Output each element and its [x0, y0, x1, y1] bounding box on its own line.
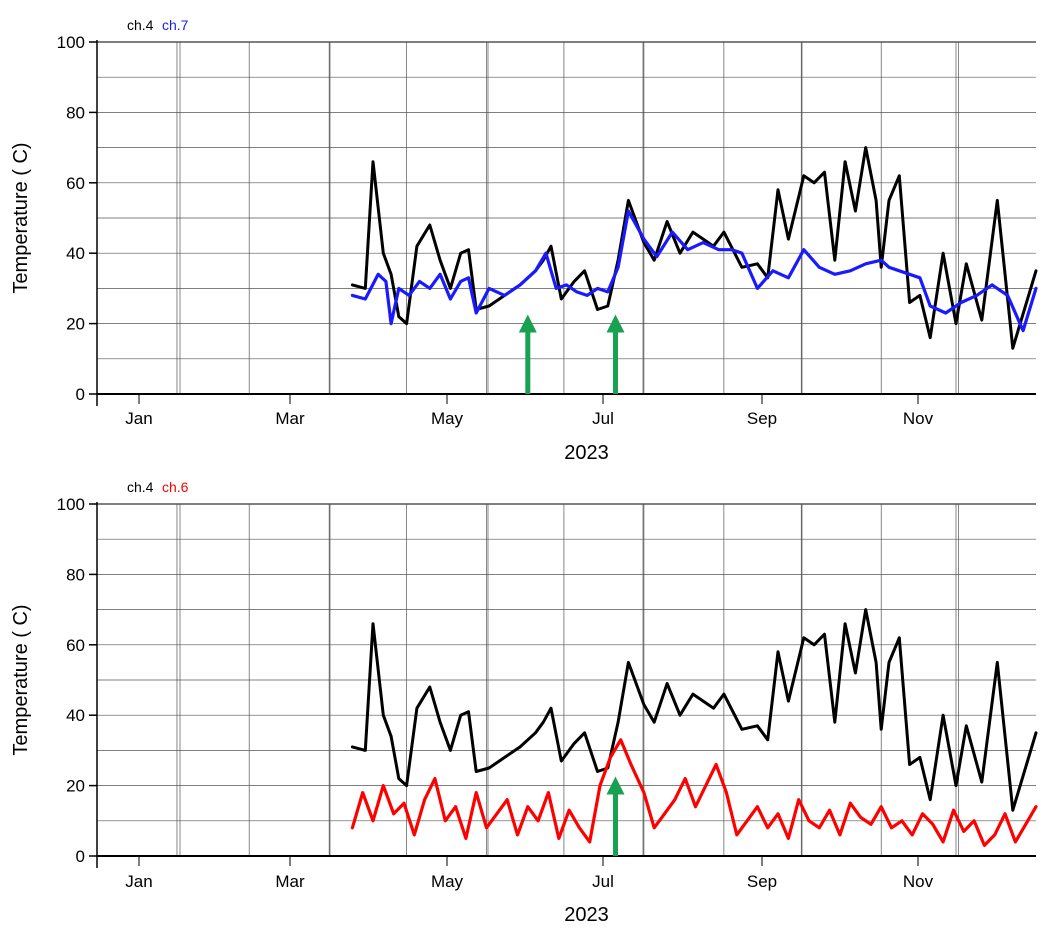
- arrow-head: [606, 776, 625, 795]
- arrow-head: [606, 314, 625, 333]
- series-line-ch4: [350, 608, 1038, 812]
- x-tick-label: May: [431, 872, 464, 891]
- x-tick-label: Mar: [275, 872, 305, 891]
- y-tick-label: 60: [66, 174, 85, 193]
- legend: ch.4 ch.7: [127, 17, 189, 33]
- grid-lines: [97, 41, 1036, 394]
- legend: ch.4 ch.6: [127, 479, 189, 495]
- x-tick-label: Nov: [903, 872, 934, 891]
- y-tick-label: 0: [76, 847, 85, 866]
- chart-panel-top: 0 20 40 60 80 100 Jan Mar May Jul Sep Nov 2023 Temper…: [10, 17, 1038, 464]
- x-tick-label: Jul: [592, 872, 614, 891]
- x-axis-label: 2023: [564, 442, 609, 464]
- y-axis-label: Temperature ( C): [10, 142, 32, 293]
- x-axis-label: 2023: [564, 904, 609, 926]
- x-tick-label: Sep: [747, 872, 777, 891]
- series-line-ch6: [350, 738, 1038, 848]
- x-tick-label: May: [431, 409, 464, 428]
- y-tick-label: 80: [66, 103, 85, 122]
- y-tick-label: 0: [76, 385, 85, 404]
- y-tick-label: 100: [57, 495, 85, 514]
- series-line-ch4: [350, 146, 1038, 350]
- y-tick-label: 60: [66, 636, 85, 655]
- annotation-arrow: [606, 314, 625, 394]
- arrow-head: [518, 314, 537, 333]
- x-tick-label: Jan: [125, 409, 152, 428]
- y-axis-label: Temperature ( C): [10, 604, 32, 755]
- y-tick-label: 20: [66, 777, 85, 796]
- series-line-ch7: [350, 209, 1038, 333]
- y-tick-label: 80: [66, 565, 85, 584]
- annotation-arrow: [606, 776, 625, 856]
- annotation-arrow: [518, 314, 537, 394]
- y-tick-label: 20: [66, 315, 85, 334]
- legend-entry: ch.6: [162, 479, 189, 495]
- x-tick-label: Jan: [125, 872, 152, 891]
- x-tick-label: Nov: [903, 409, 934, 428]
- chart-panel-bottom: 0 20 40 60 80 100 Jan Mar May Jul Sep Nov 2023 Temper…: [10, 479, 1038, 926]
- x-tick-label: Jul: [592, 409, 614, 428]
- x-tick-label: Sep: [747, 409, 777, 428]
- y-tick-label: 40: [66, 244, 85, 263]
- legend-entry: ch.7: [162, 17, 189, 33]
- y-tick-label: 40: [66, 706, 85, 725]
- y-tick-label: 100: [57, 33, 85, 52]
- legend-entry: ch.4: [127, 17, 154, 33]
- grid-lines: [97, 503, 1036, 856]
- x-tick-label: Mar: [275, 409, 305, 428]
- legend-entry: ch.4: [127, 479, 154, 495]
